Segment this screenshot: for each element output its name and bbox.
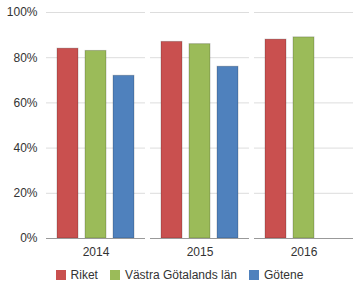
svg-text:40%: 40% <box>13 141 37 155</box>
svg-text:80%: 80% <box>13 51 37 65</box>
svg-text:20%: 20% <box>13 186 37 200</box>
svg-text:2016: 2016 <box>291 245 318 259</box>
svg-text:100%: 100% <box>7 5 38 19</box>
svg-text:2014: 2014 <box>83 245 110 259</box>
svg-text:60%: 60% <box>13 96 37 110</box>
html-text:Västra Götalands län: Västra Götalands län <box>124 268 237 282</box>
html-text:Riket: Riket <box>70 268 98 282</box>
html-text:Götene: Götene <box>264 268 304 282</box>
svg-text:2015: 2015 <box>187 245 214 259</box>
svg-text:0%: 0% <box>20 231 38 245</box>
